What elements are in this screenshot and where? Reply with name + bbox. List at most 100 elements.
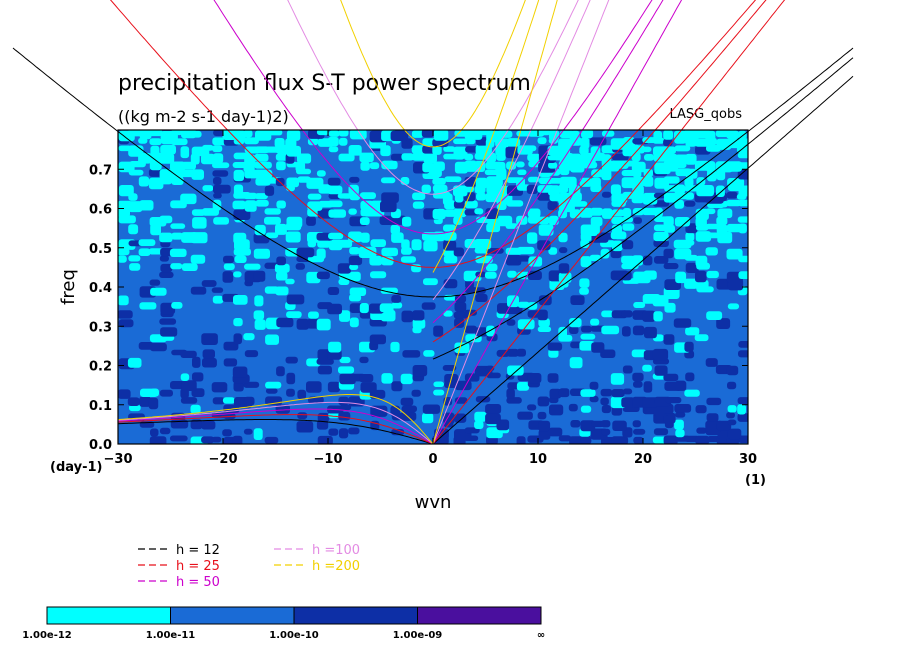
field-cell (663, 192, 678, 203)
field-cell (201, 333, 218, 345)
mrg-curve-h100 (432, 0, 591, 301)
field-cell (580, 239, 590, 248)
field-cell (580, 435, 592, 444)
field-cell (338, 153, 355, 162)
field-cell (589, 381, 599, 390)
field-cell (400, 411, 417, 421)
field-cell (717, 231, 733, 244)
field-cell (190, 153, 200, 165)
field-cell (674, 145, 691, 152)
field-cell (390, 153, 404, 161)
field-cell (316, 271, 330, 280)
field-cell (234, 130, 246, 142)
field-cell (663, 176, 680, 184)
field-cell (737, 413, 748, 422)
field-cell (369, 255, 383, 266)
field-cell (328, 209, 346, 218)
field-cell (706, 161, 716, 173)
x-tick-label: −30 (104, 452, 133, 467)
kelvin-curve-h50 (432, 0, 683, 445)
field-cell (381, 247, 398, 257)
legend-label: h =100 (312, 543, 360, 558)
y-axis: 0.0 0.1 0.2 0.3 0.4 0.5 0.6 0.7 (89, 163, 748, 453)
er-curve-h12 (117, 419, 434, 445)
field-cell (358, 246, 377, 258)
field-cell (590, 216, 603, 227)
field-cell (359, 356, 369, 364)
field-cell (716, 224, 728, 235)
field-cell (411, 389, 421, 397)
field-cell (622, 365, 633, 374)
field-cell (328, 428, 339, 436)
kelvin-curve-h200 (432, 0, 558, 445)
field-cell (453, 200, 466, 209)
field-cell (705, 247, 718, 256)
field-cell (442, 193, 453, 206)
field-cell (244, 200, 257, 212)
field-cell (622, 388, 633, 395)
field-cell (348, 208, 357, 215)
field-cell (286, 177, 299, 188)
field-cell (570, 295, 585, 305)
field-cell (264, 216, 281, 225)
field-cell (654, 207, 663, 218)
field-cell (486, 325, 495, 337)
field-cell (653, 231, 669, 242)
field-cell (307, 193, 322, 200)
field-cell (673, 318, 692, 328)
field-cell (359, 374, 374, 383)
field-cell (547, 145, 561, 156)
field-cell (538, 224, 554, 236)
ig1-curve-h12 (12, 47, 854, 298)
field-cell (421, 302, 436, 310)
field-cell (380, 200, 397, 213)
field-cell (295, 161, 306, 172)
field-cell (327, 185, 343, 195)
mrg-curve-h12 (432, 57, 854, 360)
field-cell (432, 161, 445, 172)
field-cell (507, 382, 520, 390)
field-cell (601, 169, 612, 181)
field-cell (412, 201, 425, 209)
colorbar: 1.00e-12 1.00e-11 1.00e-10 1.00e-09 ∞ (22, 606, 545, 641)
field-cell (254, 153, 269, 162)
field-cell (149, 436, 167, 444)
field-cell (642, 310, 656, 322)
field-cell (380, 177, 396, 184)
field-cell (402, 216, 412, 227)
field-cell (558, 138, 572, 149)
field-cell (401, 310, 413, 323)
field-cell (684, 192, 694, 200)
field-cell (337, 263, 351, 274)
field-cell (737, 404, 746, 415)
field-cell (538, 429, 551, 440)
field-cell (559, 247, 568, 254)
x-axis-title: wvn (415, 492, 452, 513)
field-cell (537, 326, 552, 332)
field-cell (443, 310, 453, 317)
field-cell (265, 388, 278, 394)
field-cell (359, 192, 376, 199)
field-cell (369, 162, 380, 170)
field-cell (454, 294, 467, 303)
field-cell (212, 199, 222, 211)
field-cell (201, 436, 215, 444)
field-cell (160, 263, 173, 273)
field-cell (674, 184, 686, 194)
field-cell (738, 350, 748, 358)
field-cell (474, 239, 492, 250)
field-cell (159, 427, 171, 435)
field-cell (128, 145, 144, 157)
field-cell (328, 146, 339, 153)
field-cell (286, 130, 301, 141)
field-cell (359, 303, 369, 314)
field-cell (621, 397, 635, 408)
field-cell (243, 333, 255, 341)
field-cells (118, 130, 748, 444)
field-cell (631, 193, 644, 204)
field-cell (590, 207, 603, 216)
field-cell (663, 130, 673, 140)
field-cell (138, 137, 148, 144)
field-cell (148, 168, 162, 177)
field-cell (139, 302, 157, 310)
